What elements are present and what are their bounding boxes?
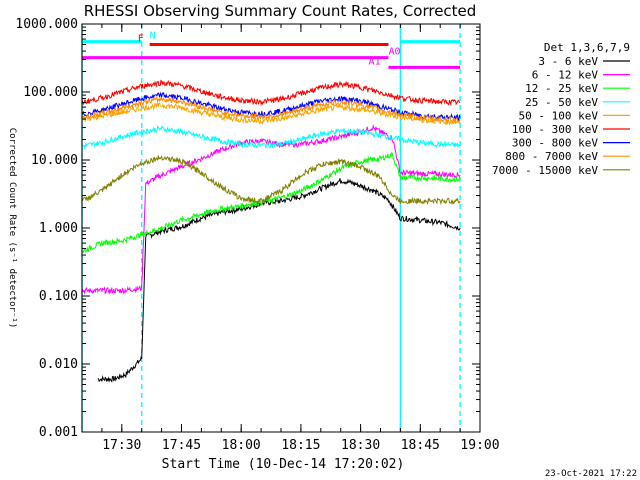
series-line <box>81 102 461 126</box>
y-tick-label: 0.100 <box>39 289 78 304</box>
legend-label: 6 - 12 keV <box>532 69 599 82</box>
legend-label: 100 - 300 keV <box>512 123 598 136</box>
x-tick-label: 19:00 <box>460 438 499 453</box>
x-axis-label: Start Time (10-Dec-14 17:20:02) <box>162 457 405 472</box>
chart-title: RHESSI Observing Summary Count Rates, Co… <box>84 2 477 20</box>
flag-label: N <box>150 31 156 42</box>
flag-label: A0 <box>388 47 400 58</box>
x-tick-label: 18:15 <box>281 438 320 453</box>
y-tick-label: 1000.000 <box>15 17 78 32</box>
y-axis-label: Corrected Count Rate (s⁻¹ detector⁻¹) <box>7 128 17 328</box>
x-tick-label: 18:30 <box>341 438 380 453</box>
plot-area: NF A0 A1 <box>81 24 461 432</box>
flag-label: F <box>138 33 144 44</box>
flag-label: A1 <box>369 56 381 67</box>
x-tick-label: 17:30 <box>102 438 141 453</box>
axes: 0.001 0.010 0.100 1.000 10.000 100.000 1000.00… <box>15 17 499 453</box>
legend-label: 12 - 25 keV <box>525 82 598 95</box>
x-tick-label: 18:00 <box>222 438 261 453</box>
y-tick-label: 1.000 <box>39 221 78 236</box>
legend-title: Det 1,3,6,7,9 <box>544 41 630 54</box>
y-tick-label: 0.010 <box>39 357 78 372</box>
legend-label: 300 - 800 keV <box>512 137 598 150</box>
legend-label: 800 - 7000 keV <box>505 150 598 163</box>
series-line <box>81 155 461 206</box>
series-line <box>81 96 461 124</box>
x-tick-label: 17:45 <box>162 438 201 453</box>
series-line <box>81 79 461 107</box>
legend-label: 3 - 6 keV <box>538 55 598 68</box>
legend-label: 50 - 100 keV <box>519 109 599 122</box>
legend-label: 7000 - 15000 keV <box>492 164 598 177</box>
y-tick-label: 10.000 <box>31 153 78 168</box>
x-tick-label: 18:45 <box>401 438 440 453</box>
y-tick-label: 100.000 <box>23 85 78 100</box>
y-tick-label: 0.001 <box>39 425 78 440</box>
series-line <box>81 151 461 254</box>
series-line <box>97 178 461 383</box>
series-line <box>81 124 461 295</box>
footer-timestamp: 23-Oct-2021 17:22 <box>545 469 637 479</box>
series-line <box>81 124 461 150</box>
series-line <box>81 91 461 122</box>
legend-label: 25 - 50 keV <box>525 96 598 109</box>
